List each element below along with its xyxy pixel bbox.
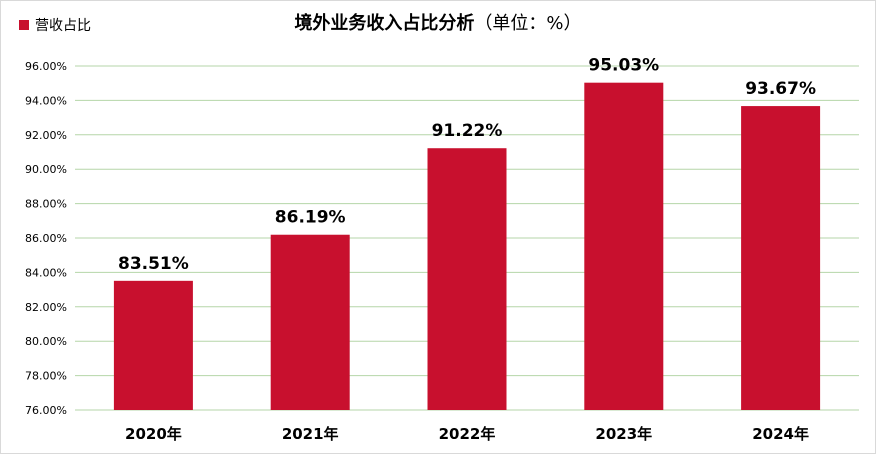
legend-swatch [19,20,29,30]
y-tick-label: 76.00% [25,404,67,417]
data-label: 83.51% [118,254,189,274]
bar [270,234,350,410]
y-tick-label: 84.00% [25,266,67,279]
data-label: 91.22% [432,121,503,141]
bar [584,82,664,411]
y-tick-label: 90.00% [25,163,67,176]
bar [741,106,821,411]
y-tick-label: 80.00% [25,335,67,348]
y-tick-label: 86.00% [25,232,67,245]
data-label: 86.19% [275,208,346,228]
chart-title-unit: （单位：%） [474,13,582,34]
bar [427,148,507,410]
x-tick-label: 2020年 [125,425,182,443]
x-tick-label: 2021年 [282,425,339,443]
y-tick-label: 82.00% [25,301,67,314]
x-tick-label: 2024年 [752,425,809,443]
x-tick-label: 2023年 [595,425,652,443]
x-tick-label: 2022年 [439,425,496,443]
y-tick-label: 94.00% [25,94,67,107]
legend: 营收占比 [19,15,91,35]
chart-title: 境外业务收入占比分析（单位：%） [1,9,875,35]
data-label: 95.03% [588,56,659,76]
y-tick-label: 96.00% [25,60,67,73]
y-tick-label: 78.00% [25,370,67,383]
bar [113,280,193,410]
chart-title-main: 境外业务收入占比分析 [294,13,475,34]
y-tick-label: 92.00% [25,129,67,142]
y-tick-label: 88.00% [25,198,67,211]
data-label: 93.67% [745,79,816,99]
legend-label: 营收占比 [35,18,91,34]
